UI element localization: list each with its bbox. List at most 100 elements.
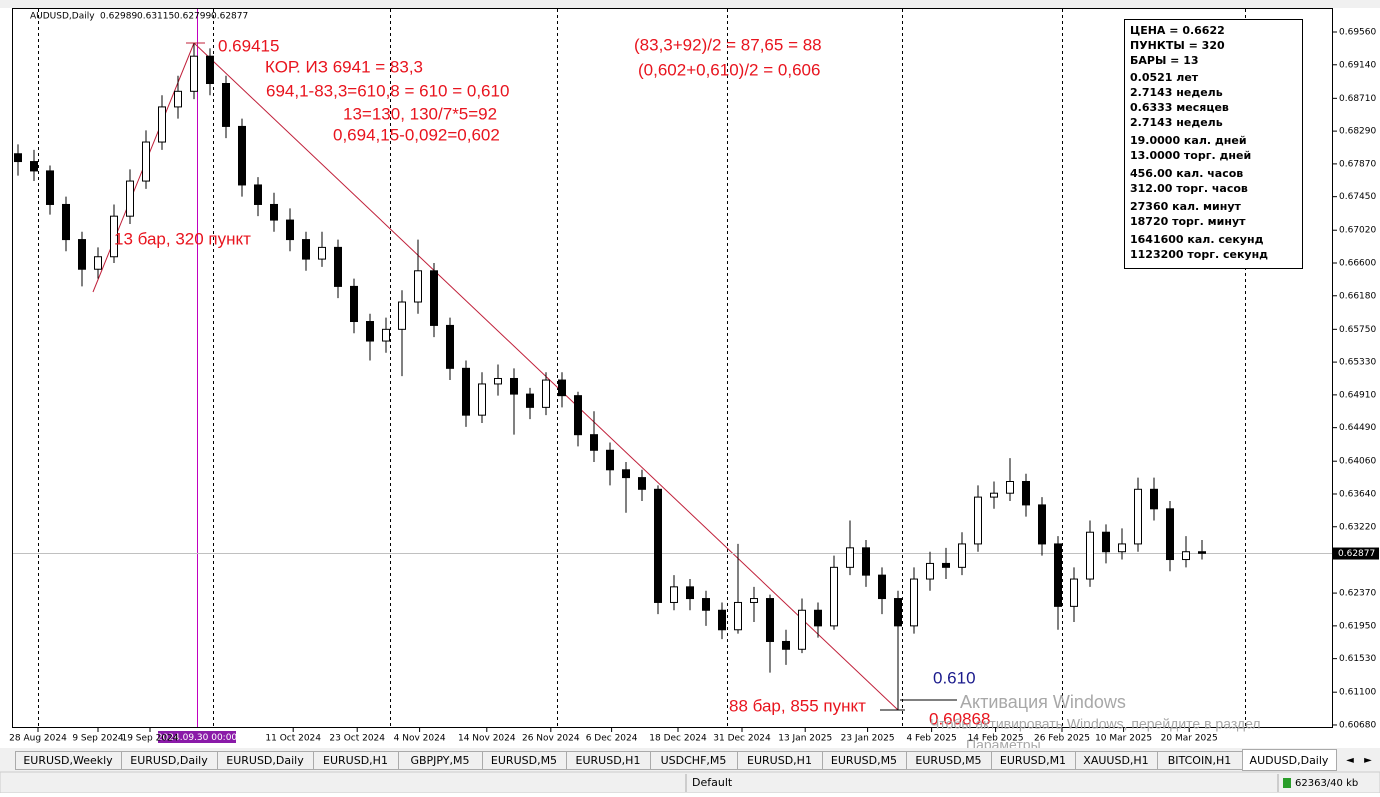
- y-tick-label: 0.64060: [1339, 457, 1376, 467]
- chart-tab-label[interactable]: EURUSD,Weekly: [23, 754, 113, 767]
- chart-tab-label[interactable]: USDCHF,M5: [661, 754, 727, 767]
- chart-tab-label[interactable]: EURUSD,M5: [915, 754, 981, 767]
- y-tick-label: 0.69140: [1339, 60, 1376, 70]
- candle-body: [606, 449, 614, 471]
- candle-body: [350, 285, 358, 323]
- candle-body: [1022, 480, 1030, 506]
- candle-body: [910, 578, 918, 627]
- chart-tab-label[interactable]: BITCOIN,H1: [1168, 754, 1231, 767]
- chart-tab-label[interactable]: AUDUSD,Daily: [1250, 754, 1329, 767]
- candle-body: [78, 239, 86, 270]
- candle-body: [62, 203, 70, 241]
- chart-tab-label[interactable]: EURUSD,H1: [747, 754, 812, 767]
- tab-scroll-left[interactable]: ◄: [1346, 755, 1354, 766]
- x-tick-label: 4 Feb 2025: [906, 734, 956, 744]
- x-tick-label: 10 Mar 2025: [1095, 734, 1152, 744]
- y-tick-label: 0.64910: [1339, 390, 1376, 400]
- candle-body: [1150, 488, 1158, 510]
- candle-body: [382, 328, 390, 342]
- candle-body: [462, 367, 470, 416]
- info-line: 2.7143 недель: [1130, 86, 1223, 99]
- annotation: КОР. ИЗ 6941 = 83,3: [265, 57, 423, 76]
- annotation: 0.610: [933, 668, 976, 687]
- annotation: 0,694,15-0,092=0,602: [333, 125, 500, 144]
- candle-body: [494, 377, 502, 385]
- y-tick-label: 0.66180: [1339, 291, 1376, 301]
- candle-body: [1198, 551, 1206, 554]
- annotation: 0.60868: [929, 709, 990, 728]
- x-tick-label: 23 Oct 2024: [329, 734, 385, 744]
- info-line: ПУНКТЫ = 320: [1130, 39, 1225, 52]
- annotation: 88 бар, 855 пункт: [729, 696, 866, 715]
- y-tick-label: 0.66600: [1339, 258, 1376, 268]
- info-line: 13.0000 торг. дней: [1130, 149, 1251, 162]
- candle-body: [814, 609, 822, 627]
- chart-tab-label[interactable]: EURUSD,M1: [1000, 754, 1066, 767]
- info-line: 0.6333 месяцев: [1130, 101, 1229, 114]
- annotation: 0.69415: [218, 36, 279, 55]
- candle-body: [414, 270, 422, 303]
- info-line: 27360 кал. минут: [1130, 200, 1242, 213]
- candle-body: [574, 395, 582, 436]
- info-line: БАРЫ = 13: [1130, 54, 1199, 67]
- candle-body: [846, 547, 854, 568]
- candle-body: [542, 379, 550, 408]
- chart-tab-label[interactable]: EURUSD,H1: [576, 754, 641, 767]
- status-profile: Default: [692, 776, 733, 789]
- candle-body: [734, 601, 742, 631]
- candle-body: [126, 180, 134, 217]
- candle-body: [254, 184, 262, 205]
- candle-body: [926, 562, 934, 580]
- candle-body: [142, 141, 150, 182]
- candle-body: [1086, 531, 1094, 580]
- candle-body: [1006, 480, 1014, 494]
- x-tick-label: 13 Jan 2025: [778, 734, 832, 744]
- info-line: 312.00 торг. часов: [1130, 182, 1248, 195]
- crosshair-date-box: [158, 731, 236, 743]
- candle-body: [1134, 488, 1142, 545]
- candle-body: [782, 640, 790, 650]
- annotation: 13=130, 130/7*5=92: [343, 104, 497, 123]
- candle-body: [446, 324, 454, 369]
- chart-tab-label[interactable]: GBPJPY,M5: [410, 754, 469, 767]
- candle-body: [222, 83, 230, 127]
- y-tick-label: 0.63220: [1339, 522, 1376, 532]
- chart-tab-label[interactable]: XAUUSD,H1: [1083, 754, 1148, 767]
- chart-tab-label[interactable]: EURUSD,Daily: [226, 754, 304, 767]
- x-tick-label: 26 Feb 2025: [1034, 734, 1090, 744]
- x-tick-label: 26 Nov 2024: [522, 734, 580, 744]
- y-tick-label: 0.68710: [1339, 94, 1376, 104]
- x-tick-label: 28 Aug 2024: [9, 734, 67, 744]
- candle-body: [686, 586, 694, 600]
- tab-scroll-right[interactable]: ►: [1364, 755, 1372, 766]
- chart-tab-label[interactable]: EURUSD,Daily: [130, 754, 208, 767]
- symbol-label: AUDUSD,Daily: [30, 12, 95, 22]
- candle-body: [30, 161, 38, 172]
- info-box: [1124, 19, 1303, 269]
- info-line: 1641600 кал. секунд: [1130, 233, 1264, 246]
- candle-body: [1118, 543, 1126, 553]
- candle-body: [238, 125, 246, 186]
- candle-body: [270, 203, 278, 221]
- candle-body: [94, 256, 102, 270]
- current-price-label: 0.62877: [1338, 549, 1375, 559]
- candle-body: [1038, 504, 1046, 545]
- y-tick-label: 0.67870: [1339, 159, 1376, 169]
- chart-tab-label[interactable]: EURUSD,H1: [323, 754, 388, 767]
- candle-body: [878, 574, 886, 600]
- activation-watermark: Чтобы активировать Windows, перейдите в …: [930, 716, 1261, 732]
- annotation: (0,602+0,610)/2 = 0,606: [638, 60, 820, 79]
- info-line: 1123200 торг. секунд: [1130, 248, 1268, 261]
- y-tick-label: 0.61100: [1339, 688, 1376, 698]
- candle-body: [798, 609, 806, 650]
- chart-tab-label[interactable]: EURUSD,M5: [831, 754, 897, 767]
- candle-body: [302, 239, 310, 260]
- candle-body: [1054, 543, 1062, 607]
- annotation: (83,3+92)/2 = 87,65 = 88: [634, 35, 822, 54]
- chart-tab-label[interactable]: EURUSD,M5: [491, 754, 557, 767]
- chart-tab[interactable]: [1242, 749, 1337, 771]
- toolbar-strip: [0, 0, 1380, 8]
- candle-body: [830, 566, 838, 627]
- x-tick-label: 31 Dec 2024: [713, 734, 771, 744]
- x-tick-label: 4 Nov 2024: [394, 734, 446, 744]
